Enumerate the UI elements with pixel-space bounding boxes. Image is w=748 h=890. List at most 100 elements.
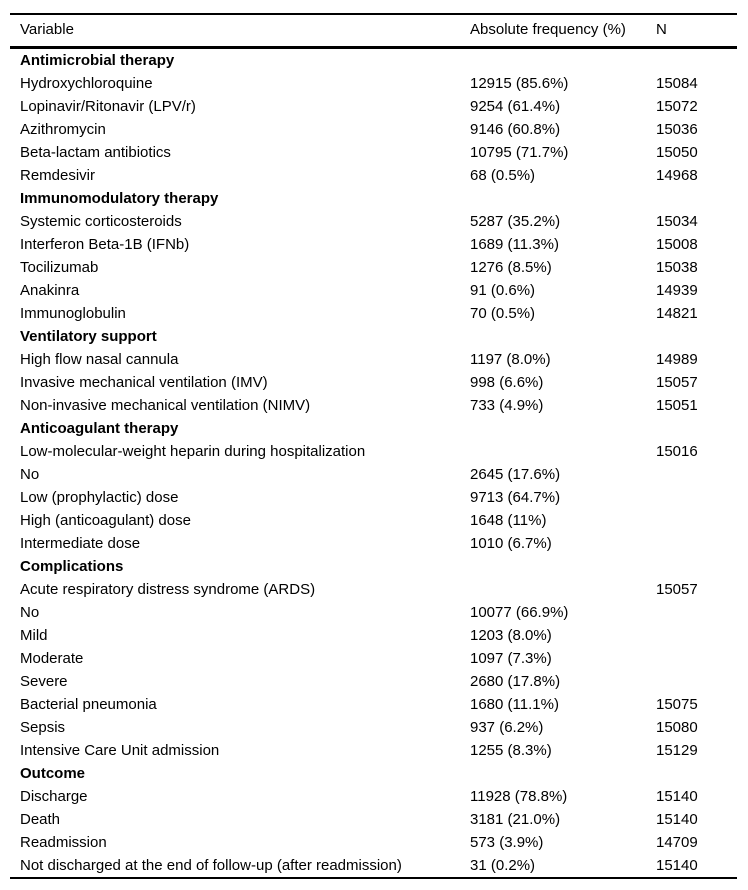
n-cell: 15057 — [656, 581, 698, 598]
frequency-cell: 1648 (11%) — [470, 512, 547, 529]
n-cell: 15084 — [656, 75, 698, 92]
frequency-cell: 68 (0.5%) — [470, 167, 536, 184]
n-cell — [656, 647, 737, 670]
table-row: Discharge 11928 (78.8%) 15140 — [10, 785, 737, 808]
table-row: Intensive Care Unit admission 1255 (8.3%)… — [10, 739, 737, 762]
frequency-cell: 1010 (6.7%) — [470, 535, 552, 552]
variable-cell: Sepsis — [20, 719, 66, 736]
frequency-cell: 733 (4.9%) — [470, 397, 544, 414]
frequency-cell: 1689 (11.3%) — [470, 236, 559, 253]
frequency-cell: 1197 (8.0%) — [470, 351, 551, 368]
variable-cell: Readmission — [20, 834, 107, 851]
section-row: Complications — [10, 555, 737, 578]
frequency-cell: 2645 (17.6%) — [470, 466, 561, 483]
frequency-cell — [470, 48, 656, 73]
column-header-variable: Variable — [10, 14, 470, 49]
n-cell: 15129 — [656, 742, 698, 759]
n-cell: 15140 — [656, 857, 698, 874]
table-row: Low-molecular-weight heparin during hosp… — [10, 440, 737, 463]
variable-cell: High flow nasal cannula — [20, 351, 179, 368]
n-cell — [656, 762, 737, 785]
frequency-cell — [470, 555, 656, 578]
table-row: Anakinra 91 (0.6%) 14939 — [10, 279, 737, 302]
variable-cell: Remdesivir — [20, 167, 96, 184]
n-cell — [656, 48, 737, 73]
table-row: Beta-lactam antibiotics 10795 (71.7%) 1505… — [10, 141, 737, 164]
column-header-n: N — [656, 14, 737, 49]
variable-cell: Ventilatory support — [20, 328, 157, 345]
frequency-cell — [470, 187, 656, 210]
table-row: Readmission 573 (3.9%) 14709 — [10, 831, 737, 854]
n-cell: 14939 — [656, 282, 698, 299]
n-cell — [656, 624, 737, 647]
table-row: Hydroxychloroquine 12915 (85.6%) 15084 — [10, 72, 737, 95]
frequency-cell: 10795 (71.7%) — [470, 144, 569, 161]
table-row: Not discharged at the end of follow-up (… — [10, 854, 737, 878]
variable-cell: Antimicrobial therapy — [20, 52, 175, 69]
variable-cell: Low-molecular-weight heparin during hosp… — [20, 443, 366, 460]
n-cell: 15072 — [656, 98, 698, 115]
frequency-cell — [470, 440, 656, 463]
n-cell: 14968 — [656, 167, 698, 184]
n-cell: 14709 — [656, 834, 698, 851]
n-cell — [656, 325, 737, 348]
frequency-cell: 1203 (8.0%) — [470, 627, 552, 644]
frequency-cell — [470, 578, 656, 601]
variable-cell: Azithromycin — [20, 121, 106, 138]
variable-cell: Death — [20, 811, 61, 828]
table-body: Antimicrobial therapy Hydroxychloroquine 1… — [10, 48, 737, 879]
variable-cell: Intensive Care Unit admission — [20, 742, 220, 759]
frequency-cell: 10077 (66.9%) — [470, 604, 569, 621]
variable-cell: Moderate — [20, 650, 84, 667]
variable-cell: Complications — [20, 558, 124, 575]
table-row: Azithromycin 9146 (60.8%) 15036 — [10, 118, 737, 141]
table-row: Bacterial pneumonia 1680 (11.1%) 15075 — [10, 693, 737, 716]
frequency-cell — [470, 417, 656, 440]
table-row: Low (prophylactic) dose 9713 (64.7%) — [10, 486, 737, 509]
variable-cell: Discharge — [20, 788, 88, 805]
frequency-cell: 2680 (17.8%) — [470, 673, 561, 690]
variable-cell: Lopinavir/Ritonavir (LPV/r) — [20, 98, 196, 115]
variable-cell: Mild — [20, 627, 48, 644]
table-row: Mild 1203 (8.0%) — [10, 624, 737, 647]
frequency-cell: 9713 (64.7%) — [470, 489, 561, 506]
n-cell: 15036 — [656, 121, 698, 138]
table-row: Severe 2680 (17.8%) — [10, 670, 737, 693]
n-cell — [656, 555, 737, 578]
variable-cell: Immunoglobulin — [20, 305, 126, 322]
variable-cell: Immunomodulatory therapy — [20, 190, 219, 207]
frequency-cell: 1680 (11.1%) — [470, 696, 559, 713]
n-cell — [656, 532, 737, 555]
frequency-cell: 70 (0.5%) — [470, 305, 536, 322]
table-row: Moderate 1097 (7.3%) — [10, 647, 737, 670]
variable-cell: Non-invasive mechanical ventilation (NIM… — [20, 397, 311, 414]
variable-cell: No — [20, 466, 40, 483]
table-row: No 10077 (66.9%) — [10, 601, 737, 624]
variable-cell: Not discharged at the end of follow-up (… — [20, 857, 402, 874]
frequency-cell: 1255 (8.3%) — [470, 742, 552, 759]
frequency-cell: 91 (0.6%) — [470, 282, 536, 299]
n-cell: 15034 — [656, 213, 698, 230]
n-cell: 14989 — [656, 351, 698, 368]
frequency-cell: 31 (0.2%) — [470, 857, 536, 874]
table-row: Sepsis 937 (6.2%) 15080 — [10, 716, 737, 739]
variable-cell: Hydroxychloroquine — [20, 75, 153, 92]
frequency-cell: 573 (3.9%) — [470, 834, 544, 851]
variable-cell: Bacterial pneumonia — [20, 696, 157, 713]
variable-cell: Acute respiratory distress syndrome (ARD… — [20, 581, 316, 598]
variable-cell: Intermediate dose — [20, 535, 141, 552]
n-cell: 15075 — [656, 696, 698, 713]
n-cell: 15008 — [656, 236, 698, 253]
table-row: Immunoglobulin 70 (0.5%) 14821 — [10, 302, 737, 325]
variable-cell: Severe — [20, 673, 68, 690]
section-row: Outcome — [10, 762, 737, 785]
n-cell: 15016 — [656, 443, 698, 460]
frequency-cell: 1097 (7.3%) — [470, 650, 552, 667]
n-cell: 15038 — [656, 259, 698, 276]
frequency-cell: 3181 (21.0%) — [470, 811, 561, 828]
variable-cell: Outcome — [20, 765, 86, 782]
section-row: Ventilatory support — [10, 325, 737, 348]
n-cell — [656, 417, 737, 440]
table-row: Invasive mechanical ventilation (IMV) 998… — [10, 371, 737, 394]
